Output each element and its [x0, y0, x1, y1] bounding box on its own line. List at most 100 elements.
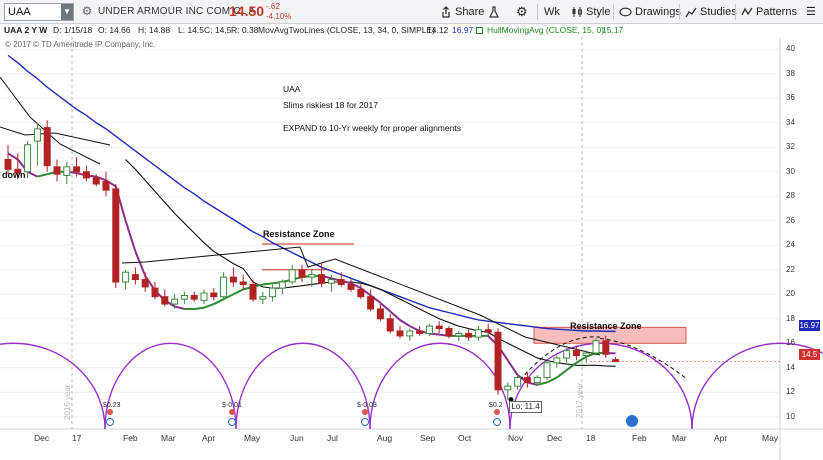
candle-body	[259, 296, 267, 300]
studies-button[interactable]: Studies	[685, 3, 737, 21]
candle-body	[161, 296, 169, 305]
legend-date: D: 1/15/18	[53, 25, 93, 35]
hma-segment	[379, 302, 391, 313]
candle-body	[82, 171, 90, 179]
hma-segment	[213, 298, 225, 305]
down-label: down	[2, 170, 26, 180]
cycle-arc	[691, 342, 823, 430]
candle-body	[112, 188, 120, 283]
patterns-button[interactable]: Patterns	[741, 3, 797, 21]
y-tick-label: 18	[786, 313, 795, 323]
hma-segment	[565, 362, 578, 372]
candle-body	[73, 166, 81, 173]
candle-body	[376, 308, 384, 320]
candle-body	[180, 294, 188, 300]
candle-body	[425, 325, 433, 334]
hma-segment	[262, 282, 273, 286]
hma-segment	[409, 325, 421, 332]
indicators-button[interactable]	[488, 3, 500, 21]
candle-body	[455, 332, 463, 337]
y-tick-label: 40	[786, 44, 795, 54]
settings-button[interactable]: ⚙	[516, 3, 528, 21]
drawings-button[interactable]: Drawings	[619, 3, 681, 21]
period-label: Wk	[544, 6, 560, 18]
candle-body	[435, 325, 443, 330]
share-button[interactable]: Share	[440, 3, 484, 21]
more-menu-button[interactable]: ☰	[806, 3, 816, 21]
last-price: 14.50	[229, 3, 265, 19]
candle-body	[563, 350, 571, 359]
annotation-line3: EXPAND to 10-Yr weekly for proper alignm…	[283, 123, 461, 133]
legend-movavg[interactable]: MovAvgTwoLines (CLOSE, 13, 34, 0, SIMPLE…	[258, 25, 436, 35]
separator	[735, 4, 736, 20]
annotation-title: UAA	[283, 84, 301, 94]
symbol-input[interactable]	[5, 4, 63, 20]
candle-body	[543, 362, 551, 379]
checkbox-icon[interactable]	[476, 27, 483, 34]
legend-range: R: 0.38	[231, 25, 259, 35]
hma-segment	[194, 306, 205, 310]
symbol-box[interactable]: ▼	[4, 3, 74, 21]
studies-label: Studies	[700, 6, 737, 18]
candle-body	[151, 287, 159, 298]
candle-body	[523, 377, 531, 383]
candle-body	[190, 294, 198, 300]
y-tick-label: 36	[786, 93, 795, 103]
resistance-zone-label-2: Resistance Zone	[570, 321, 642, 331]
x-tick-label: Feb	[123, 433, 138, 443]
y-tick-label: 32	[786, 142, 795, 152]
hma-segment	[556, 369, 568, 379]
separator	[613, 4, 614, 20]
x-tick-label: Mar	[161, 433, 176, 443]
hma-segment	[389, 310, 401, 321]
hma-segment	[27, 170, 38, 178]
hma-checkbox[interactable]	[476, 25, 485, 35]
candle-body	[229, 276, 237, 283]
candle-body	[494, 331, 502, 391]
y-tick-label: 20	[786, 289, 795, 299]
x-tick-label: Dec	[34, 433, 50, 443]
dividend-marker	[107, 409, 113, 415]
earnings-marker	[106, 418, 114, 426]
dividend-marker	[362, 409, 368, 415]
candle-body	[337, 279, 345, 285]
candle-body	[416, 330, 424, 334]
earnings-marker	[228, 418, 236, 426]
x-tick-label: Apr	[202, 433, 216, 443]
separator	[679, 4, 680, 20]
candle-body	[33, 128, 41, 142]
x-tick-label: May	[762, 433, 779, 443]
dividend-label: $0.2	[489, 402, 503, 409]
ma13-line	[125, 159, 616, 367]
hma-segment	[232, 288, 244, 296]
low-point-marker	[508, 397, 514, 403]
chart-header: UAA 2 Y W	[4, 25, 48, 35]
candle-body	[122, 271, 130, 283]
hma-segment	[174, 305, 185, 310]
candle-body	[278, 281, 286, 289]
dividend-label: $-0.01	[222, 402, 242, 409]
candle-body	[347, 283, 355, 290]
gear-icon[interactable]: ⚙	[81, 4, 93, 18]
x-tick-label: Feb	[632, 433, 647, 443]
hma-segment	[506, 359, 519, 376]
candle-body	[239, 281, 247, 285]
cycle-arc	[235, 342, 371, 430]
symbol-dropdown-icon[interactable]: ▼	[61, 4, 73, 20]
period-button[interactable]: Wk	[544, 3, 560, 21]
separator	[537, 4, 538, 20]
candle-body	[141, 279, 149, 288]
candle-body	[445, 328, 453, 337]
legend-hma[interactable]: HullMovingAvg (CLOSE, 15, 0)	[487, 25, 605, 35]
cycle-arc	[0, 342, 106, 430]
legend-open: O: 14.66	[98, 25, 131, 35]
hma-segment	[536, 381, 548, 386]
share-label: Share	[455, 6, 485, 18]
candle-body	[357, 288, 365, 298]
x-tick-label: Sep	[420, 433, 436, 443]
candle-body	[406, 330, 414, 337]
hma-segment	[134, 251, 147, 277]
price-chart[interactable]	[0, 37, 823, 460]
style-button[interactable]: Style	[571, 3, 610, 21]
x-tick-label: Mar	[672, 433, 687, 443]
